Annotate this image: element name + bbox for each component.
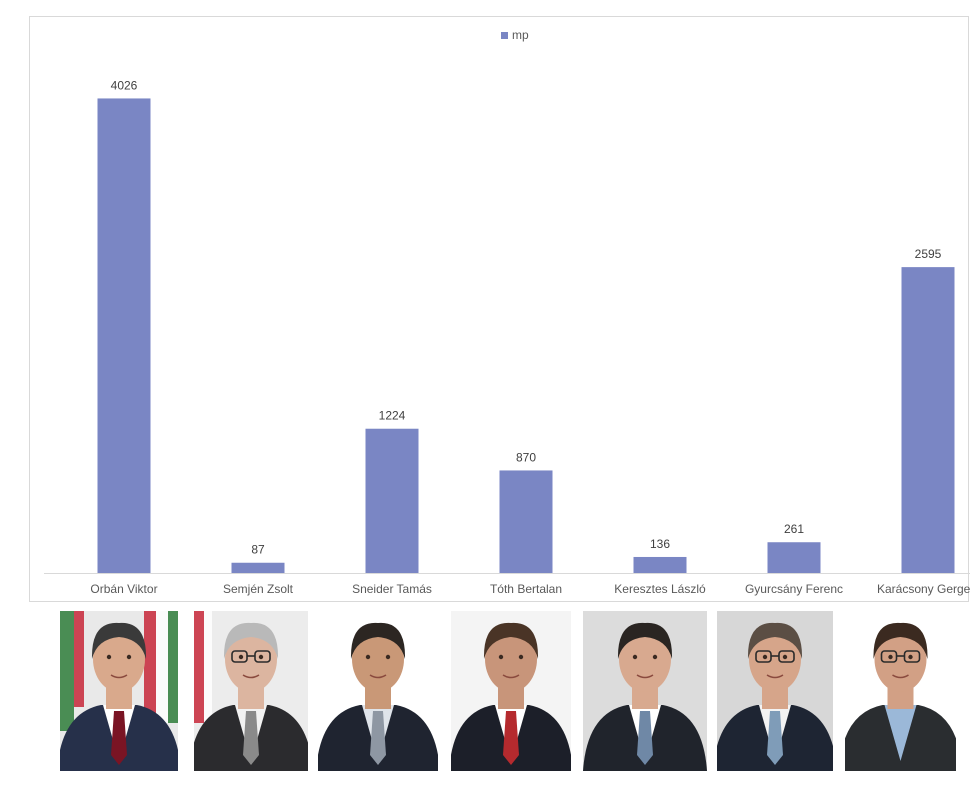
x-tick-label: Keresztes László [614, 582, 706, 596]
portrait-toth-bertalan [451, 611, 571, 771]
x-tick-label: Orbán Viktor [90, 582, 157, 596]
data-label: 261 [784, 522, 804, 536]
bar [97, 98, 151, 574]
x-tick-label: Semjén Zsolt [223, 582, 294, 596]
bar [365, 428, 419, 573]
portrait-semjen-zsolt [194, 611, 308, 771]
bar [499, 470, 553, 573]
portrait-sneider-tamas [318, 611, 438, 771]
x-tick-label: Gyurcsány Ferenc [745, 582, 843, 596]
data-label: 4026 [111, 78, 138, 92]
data-label: 870 [516, 450, 536, 464]
legend-label: mp [512, 28, 529, 42]
chart-area: mp 4026 Orbán Viktor 87 Semjén Zsolt 1224 Snei… [29, 16, 970, 602]
data-label: 136 [650, 537, 670, 551]
portrait-gyurcsany-ferenc [717, 611, 833, 771]
x-tick-label: Tóth Bertalan [490, 582, 562, 596]
data-label: 2595 [915, 247, 942, 261]
bar [901, 267, 955, 573]
bar [767, 542, 821, 573]
x-tick-label: Karácsony Gergely [877, 582, 970, 596]
portrait-keresztes-laszlo [583, 611, 707, 771]
bar [231, 562, 285, 573]
legend-swatch [501, 32, 508, 39]
data-label: 87 [251, 543, 265, 557]
x-tick-label: Sneider Tamás [352, 582, 432, 596]
bar-chart: mp 4026 Orbán Viktor 87 Semjén Zsolt 1224 Snei… [44, 28, 970, 596]
portrait-karacsony-gergely [845, 611, 956, 771]
bar [633, 556, 687, 573]
data-label: 1224 [379, 409, 406, 423]
portrait-orban-viktor [60, 611, 178, 771]
